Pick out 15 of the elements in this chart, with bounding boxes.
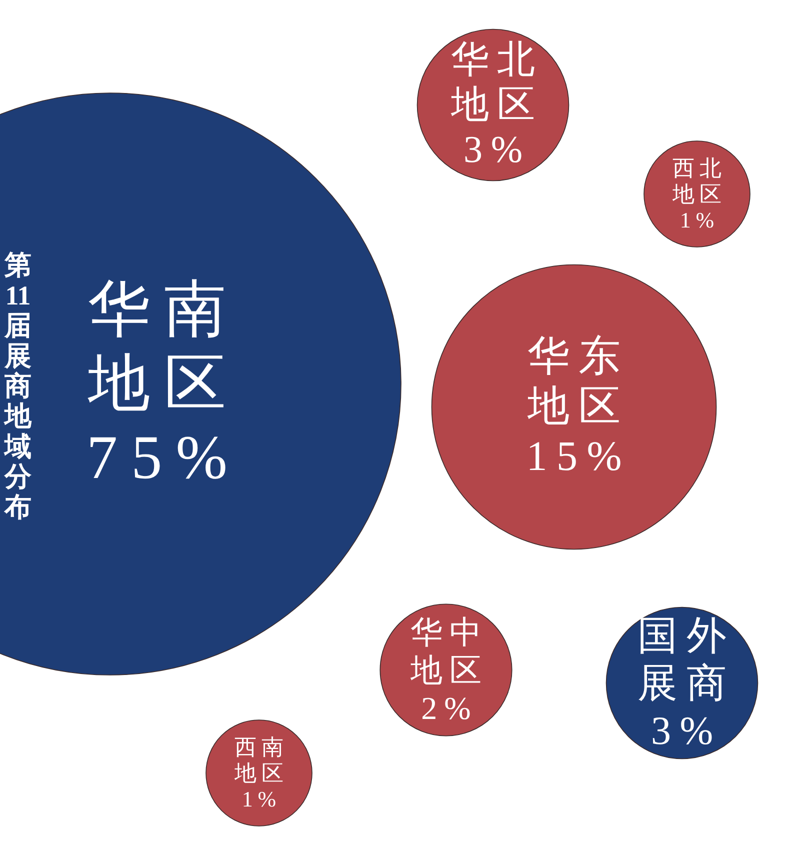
data-label: 1% [680,208,719,233]
category-label: 西南地区 [234,734,288,786]
category-label: 华中地区 [409,614,489,688]
chart-title: 第11届展商地域分布 [4,250,32,522]
data-label: 75% [86,424,242,492]
category-label: 华北地区 [450,38,544,126]
data-label: 1% [242,786,281,812]
data-label: 3% [650,708,722,754]
data-label: 3% [463,129,531,172]
data-label: 15% [526,434,631,480]
category-label: 华南地区 [87,276,240,418]
category-label: 华东地区 [526,334,630,430]
category-label: 国外展商 [638,612,736,706]
category-label: 西北地区 [672,155,726,206]
data-label: 2% [421,690,478,726]
